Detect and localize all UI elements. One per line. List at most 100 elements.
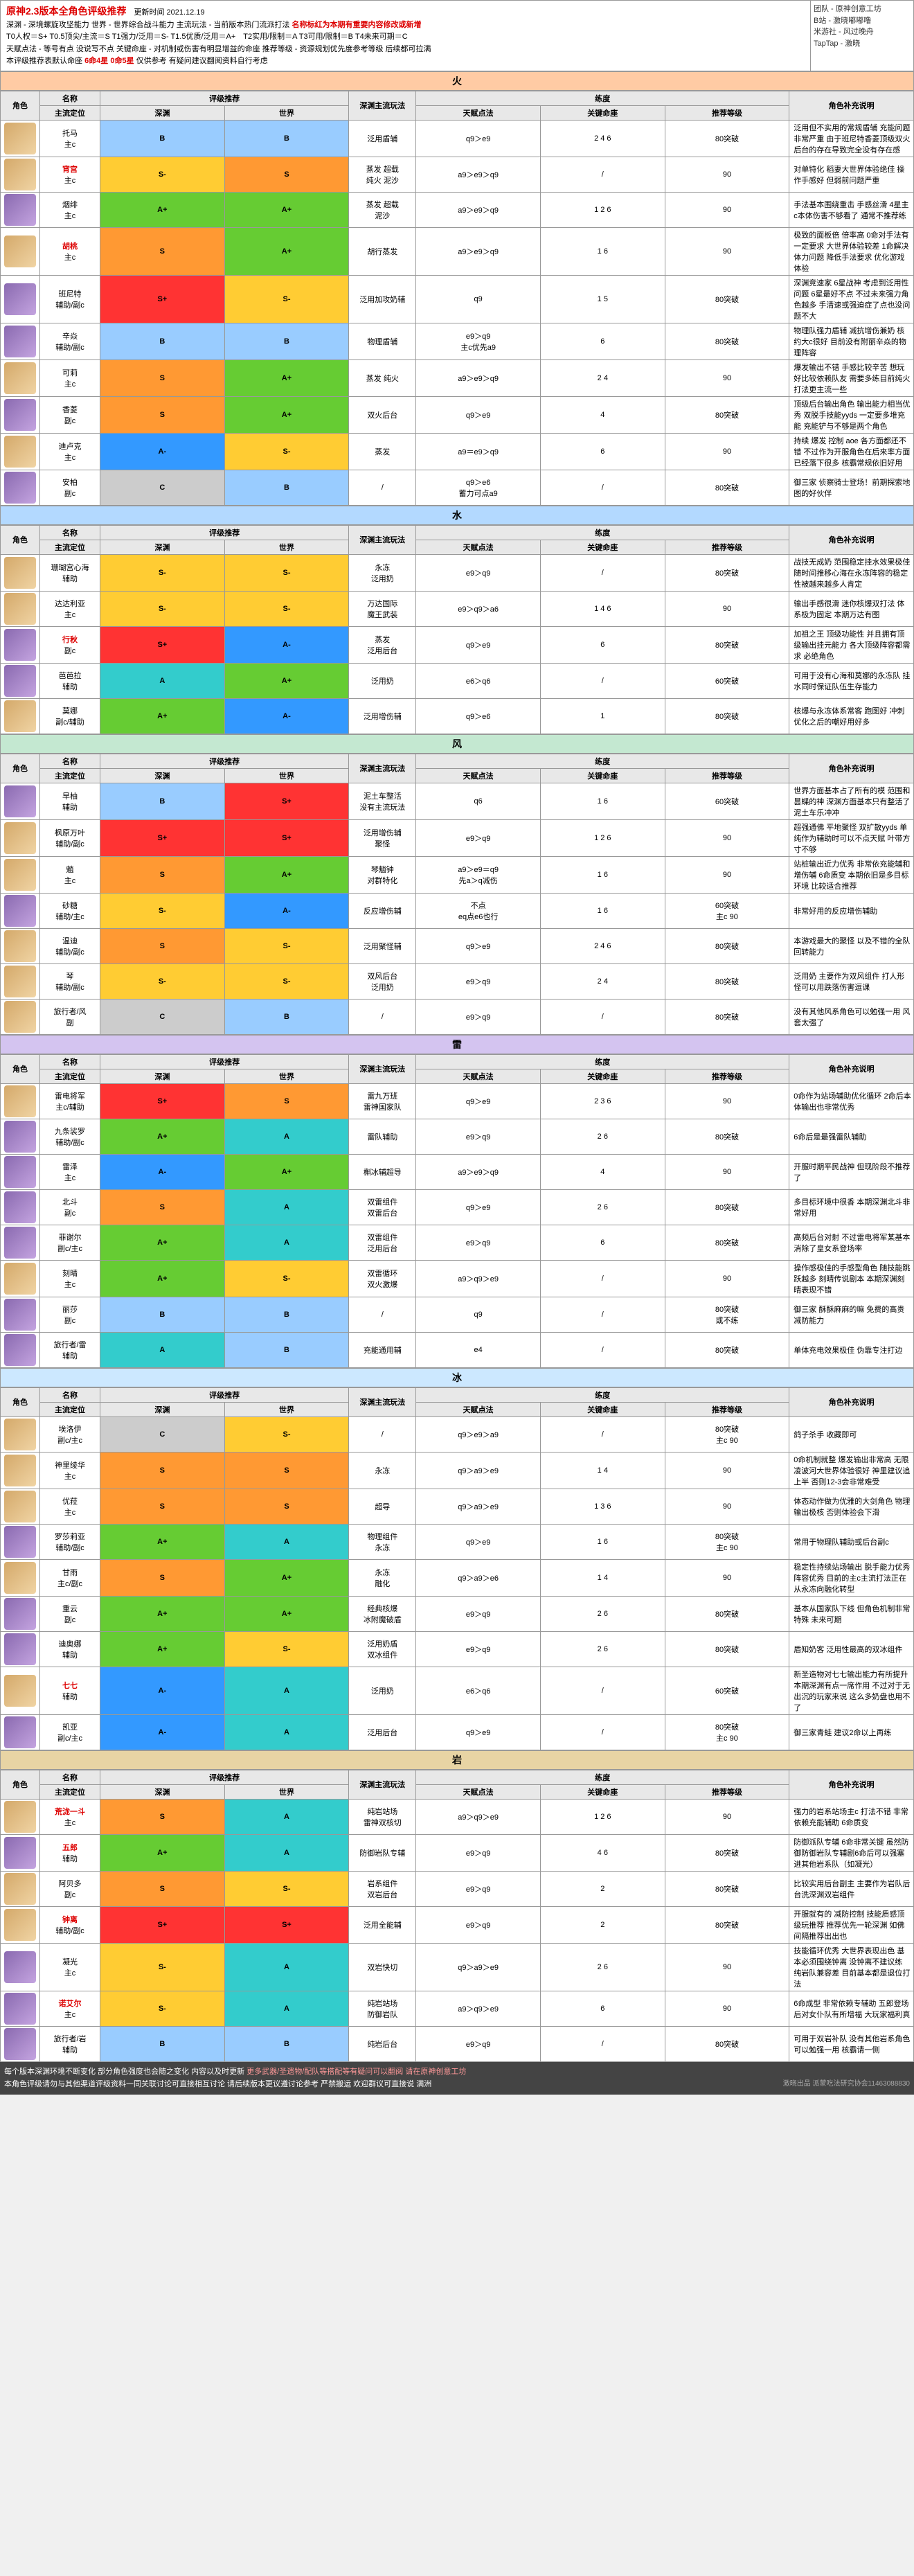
tier-abyss: A+ [100,1260,225,1297]
tier-world: A [224,1799,349,1834]
description: 加祖之王 顶级功能性 并且拥有顶级输出挂元能力 各大顶级阵容都需求 必绝角色 [789,626,914,663]
constellation: 4 6 [540,1834,665,1871]
playstyle: 琴魈钟对群特化 [349,856,416,893]
character-row: 旅行者/风副 C B / e9＞q9 / 80突破 没有其他风系角色可以勉强一用… [1,999,914,1034]
talent: e4 [416,1332,541,1367]
char-name: 旅行者/岩 [42,2033,98,2044]
char-role: 辅助/副c [42,1542,98,1553]
avatar-icon [4,629,36,661]
constellation: / [540,1332,665,1367]
character-row: 丽莎副c B B / q9 / 80突破或不练 御三家 酥酥麻麻的嘛 免费的高贵… [1,1297,914,1332]
level: 80突破 [665,626,789,663]
avatar-icon [4,1562,36,1594]
talent: q9＞e6蓄力可点a9 [416,470,541,505]
tier-abyss: S- [100,554,225,591]
constellation: 1 5 [540,275,665,323]
tier-abyss: S+ [100,1083,225,1119]
avatar-icon [4,1227,36,1259]
char-name: 宵宫 [42,163,98,175]
avatar-icon [4,1716,36,1748]
level: 90 [665,359,789,396]
char-role: 辅助 [42,573,98,584]
level: 80突破 [665,1834,789,1871]
level: 80突破 [665,698,789,734]
tier-abyss: S [100,227,225,275]
tier-world: S- [224,963,349,999]
character-row: 温迪辅助/副c S S- 泛用聚怪辅 q9＞e9 2 4 6 80突破 本游戏最… [1,928,914,963]
tier-abyss: C [100,999,225,1034]
constellation: 2 [540,1871,665,1906]
char-name: 枫原万叶 [42,827,98,838]
tier-abyss: S [100,396,225,433]
description: 对单特化 稻妻大世界体验绝佳 操作手感好 但弱前问题严重 [789,157,914,192]
char-name: 珊瑚宫心海 [42,562,98,573]
character-row: 辛焱辅助/副c B B 物理盾辅 e9＞q9主c优先a9 6 80突破 物理队强… [1,323,914,359]
tier-abyss: B [100,783,225,819]
level: 80突破 [665,1189,789,1225]
tier-abyss: A [100,1332,225,1367]
playstyle: 泛用增伤辅 [349,698,416,734]
tier-abyss: S- [100,591,225,626]
char-name: 砂糖 [42,900,98,911]
char-name: 莫娜 [42,705,98,716]
talent: q9＞a9＞e6 [416,1559,541,1596]
char-name: 旅行者/风 [42,1006,98,1017]
talent: a9＞e9＞q9 [416,227,541,275]
char-role: 辅助/副c [42,946,98,957]
char-name: 琴 [42,970,98,981]
avatar-icon [4,436,36,468]
char-name: 甘雨 [42,1567,98,1578]
constellation: 2 4 [540,359,665,396]
talent: a9＝e9＞q9 [416,433,541,470]
elements-container: 火 角色 名称 评级推荐 深渊主流玩法 练度 角色补充说明 主流定位 深渊 世界… [0,71,914,2062]
tier-world: B [224,120,349,157]
element-table: 角色 名称 评级推荐 深渊主流玩法 练度 角色补充说明 主流定位 深渊 世界 天… [0,525,914,734]
playstyle: 泥土车整活没有主流玩法 [349,783,416,819]
description: 多目标环境中很香 本期深渊北斗非常好用 [789,1189,914,1225]
character-row: 北斗副c S A 双雷组件双雷后台 q9＞e9 2 6 80突破 多目标环境中很… [1,1189,914,1225]
tier-world: S- [224,928,349,963]
description: 强力的岩系站场主c 打法不错 非常依赖充能辅助 6命质变 [789,1799,914,1834]
constellation: 6 [540,1225,665,1260]
playstyle: 泛用奶 [349,1667,416,1714]
tier-world: S- [224,591,349,626]
character-row: 托马主c B B 泛用盾辅 q9＞e9 2 4 6 80突破 泛用但不实用的常规… [1,120,914,157]
tier-world: B [224,999,349,1034]
character-row: 七七辅助 A- A 泛用奶 e6＞q6 / 60突破 新圣造物对七七输出能力有所… [1,1667,914,1714]
avatar-icon [4,472,36,504]
element-table: 角色 名称 评级推荐 深渊主流玩法 练度 角色补充说明 主流定位 深渊 世界 天… [0,1770,914,2062]
tier-abyss: C [100,470,225,505]
tier-abyss: B [100,120,225,157]
talent: e9＞q9 [416,1631,541,1667]
description: 泛用奶 主要作为双风组件 打人形怪可以用跌落伤害逗课 [789,963,914,999]
tier-abyss: S- [100,893,225,928]
element-header: 雷 [0,1035,914,1054]
description: 御三家 侦察骑士登场！前期探索地图的好伙伴 [789,470,914,505]
description: 基本从国家队下线 但角色机制非常特殊 未来可期 [789,1596,914,1631]
description: 非常好用的反应增伤辅助 [789,893,914,928]
character-row: 早柚辅助 B S+ 泥土车整活没有主流玩法 q6 1 6 60突破 世界方面基本… [1,783,914,819]
char-name: 诺艾尔 [42,1998,98,2009]
constellation: 1 2 6 [540,192,665,227]
playstyle: 蒸发 超载泥沙 [349,192,416,227]
constellation: 1 4 6 [540,591,665,626]
avatar-icon [4,930,36,962]
char-name: 菲谢尔 [42,1232,98,1243]
description: 开服就有的 减防控制 技能质感顶级玩推荐 推荐优先一轮深渊 如佛间隔推荐出出也 [789,1906,914,1943]
tier-abyss: A [100,663,225,698]
level: 80突破 [665,963,789,999]
avatar-icon [4,557,36,589]
level: 80突破 [665,1225,789,1260]
level: 90 [665,1991,789,2026]
char-name: 雷泽 [42,1161,98,1172]
tier-world: A- [224,698,349,734]
level: 80突破 [665,1596,789,1631]
tier-world: A+ [224,663,349,698]
character-row: 凝光主c S- A 双岩快切 q9＞a9＞e9 2 6 90 技能循环优秀 大世… [1,1943,914,1991]
element-header: 风 [0,734,914,754]
level: 80突破或不练 [665,1297,789,1332]
constellation: 4 [540,1154,665,1189]
constellation: / [540,1260,665,1297]
playstyle: 永冻融化 [349,1559,416,1596]
playstyle: 永冻 [349,1452,416,1489]
